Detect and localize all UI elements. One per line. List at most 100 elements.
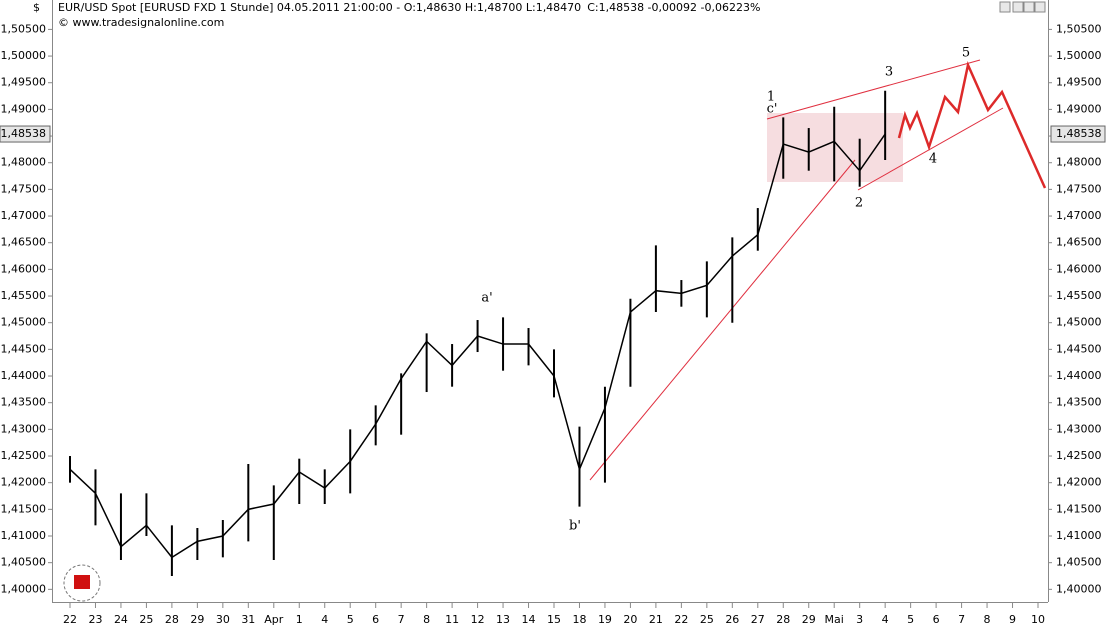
x-tick-label: 20 [623,613,637,626]
y-tick-label: 1,47500 [1,182,47,195]
y-tick-label: 1,47000 [1,209,47,222]
button[interactable] [1012,1,1024,13]
y2-tick-label: 1,48000 [1056,156,1102,169]
price-tag-label: 1,48538 [1,127,47,140]
y2-tick-label: 1,47000 [1056,209,1102,222]
y2-tick-label: 1,43000 [1056,422,1102,435]
x-tick-label: 24 [114,613,128,626]
x-tick-label: 6 [933,613,940,626]
y2-tick-label: 1,46500 [1056,236,1102,249]
y2-tick-label: 1,44000 [1056,369,1102,382]
price-tag-label: 1,48538 [1056,127,1102,140]
y-tick-label: 1,45500 [1,289,47,302]
x-tick-label: 30 [216,613,230,626]
x-tick-label: 11 [445,613,459,626]
x-tick-label: 12 [471,613,485,626]
trendline [857,107,1004,191]
wave-label: 2 [855,196,863,211]
y-tick-label: 1,44000 [1,369,47,382]
chart-title: EUR/USD Spot [EURUSD FXD 1 Stunde] 04.05… [58,1,581,14]
x-tick-label: 27 [751,613,765,626]
x-tick-label: 25 [139,613,153,626]
y-tick-label: 1,49500 [1,76,47,89]
x-tick-label: 25 [700,613,714,626]
x-tick-label: 15 [547,613,561,626]
x-tick-label: 9 [1009,613,1016,626]
x-tick-label: 31 [241,613,255,626]
y2-tick-label: 1,43500 [1056,396,1102,409]
x-tick-label: 18 [572,613,586,626]
y-tick-label: 1,46500 [1,236,47,249]
y-tick-label: 1,42000 [1,476,47,489]
y2-tick-label: 1,45000 [1056,316,1102,329]
x-tick-label: Apr [264,613,284,626]
x-tick-label: 3 [856,613,863,626]
x-tick-label: 10 [1031,613,1045,626]
y2-tick-label: 1,45500 [1056,289,1102,302]
wave-label: 4 [929,152,937,167]
x-tick-label: 7 [958,613,965,626]
y-tick-label: 1,40000 [1,582,47,595]
logo-mark [74,575,90,589]
x-tick-label: 1 [296,613,303,626]
price-tag [1050,125,1106,143]
x-tick-label: 23 [88,613,102,626]
x-tick-label: 5 [907,613,914,626]
y-tick-label: 1,48000 [1,156,47,169]
logo [63,564,101,602]
x-tick-label: 7 [398,613,405,626]
x-tick-label: 8 [423,613,430,626]
y2-tick-label: 1,40500 [1056,556,1102,569]
trendline [766,59,981,120]
price-line [69,133,886,559]
y-tick-label: 1,50500 [1,22,47,35]
y-tick-label: 1,44500 [1,342,47,355]
x-tick-label: 14 [522,613,536,626]
x-tick-label: 22 [674,613,688,626]
x-tick-label: 22 [63,613,77,626]
wave-label: 5 [962,46,970,61]
button[interactable] [1023,1,1035,13]
x-tick-label: 8 [984,613,991,626]
x-tick-label: 26 [725,613,739,626]
wave-label: 3 [885,65,893,80]
y2-tick-label: 1,49000 [1056,102,1102,115]
x-tick-label: 5 [347,613,354,626]
y2-tick-label: 1,40000 [1056,582,1102,595]
y-tick-label: 1,41000 [1,529,47,542]
x-tick-label: 4 [882,613,889,626]
chart-subtitle: C:1,48538 -0,00092 -0,06223% [587,1,760,14]
y2-tick-label: 1,49500 [1056,76,1102,89]
y-tick-label: 1,49000 [1,102,47,115]
y2-tick-label: 1,46000 [1056,262,1102,275]
price-tag [0,125,51,143]
y-tick-label: 1,42500 [1,449,47,462]
x-tick-label: 28 [165,613,179,626]
button[interactable] [999,1,1011,13]
copyright: © www.tradesignalonline.com [58,16,224,29]
y2-tick-label: 1,41500 [1056,502,1102,515]
button[interactable] [1034,1,1046,13]
wave-label: b' [569,519,581,534]
y2-tick-label: 1,42500 [1056,449,1102,462]
y-tick-label: 1,41500 [1,502,47,515]
trendline [589,159,856,481]
x-tick-label: 21 [649,613,663,626]
projection [897,60,1047,189]
x-tick-label: 6 [372,613,379,626]
logo-wreath [63,564,101,602]
currency-label: $ [33,1,40,14]
wave-label: c' [767,102,778,117]
y-tick-label: 1,40500 [1,556,47,569]
x-tick-label: 13 [496,613,510,626]
y2-tick-label: 1,42000 [1056,476,1102,489]
y-tick-label: 1,45000 [1,316,47,329]
window-buttons[interactable] [999,1,1046,13]
y2-tick-label: 1,50500 [1056,22,1102,35]
y2-tick-label: 1,41000 [1056,529,1102,542]
y-tick-label: 1,50000 [1,49,47,62]
y2-tick-label: 1,44500 [1056,342,1102,355]
